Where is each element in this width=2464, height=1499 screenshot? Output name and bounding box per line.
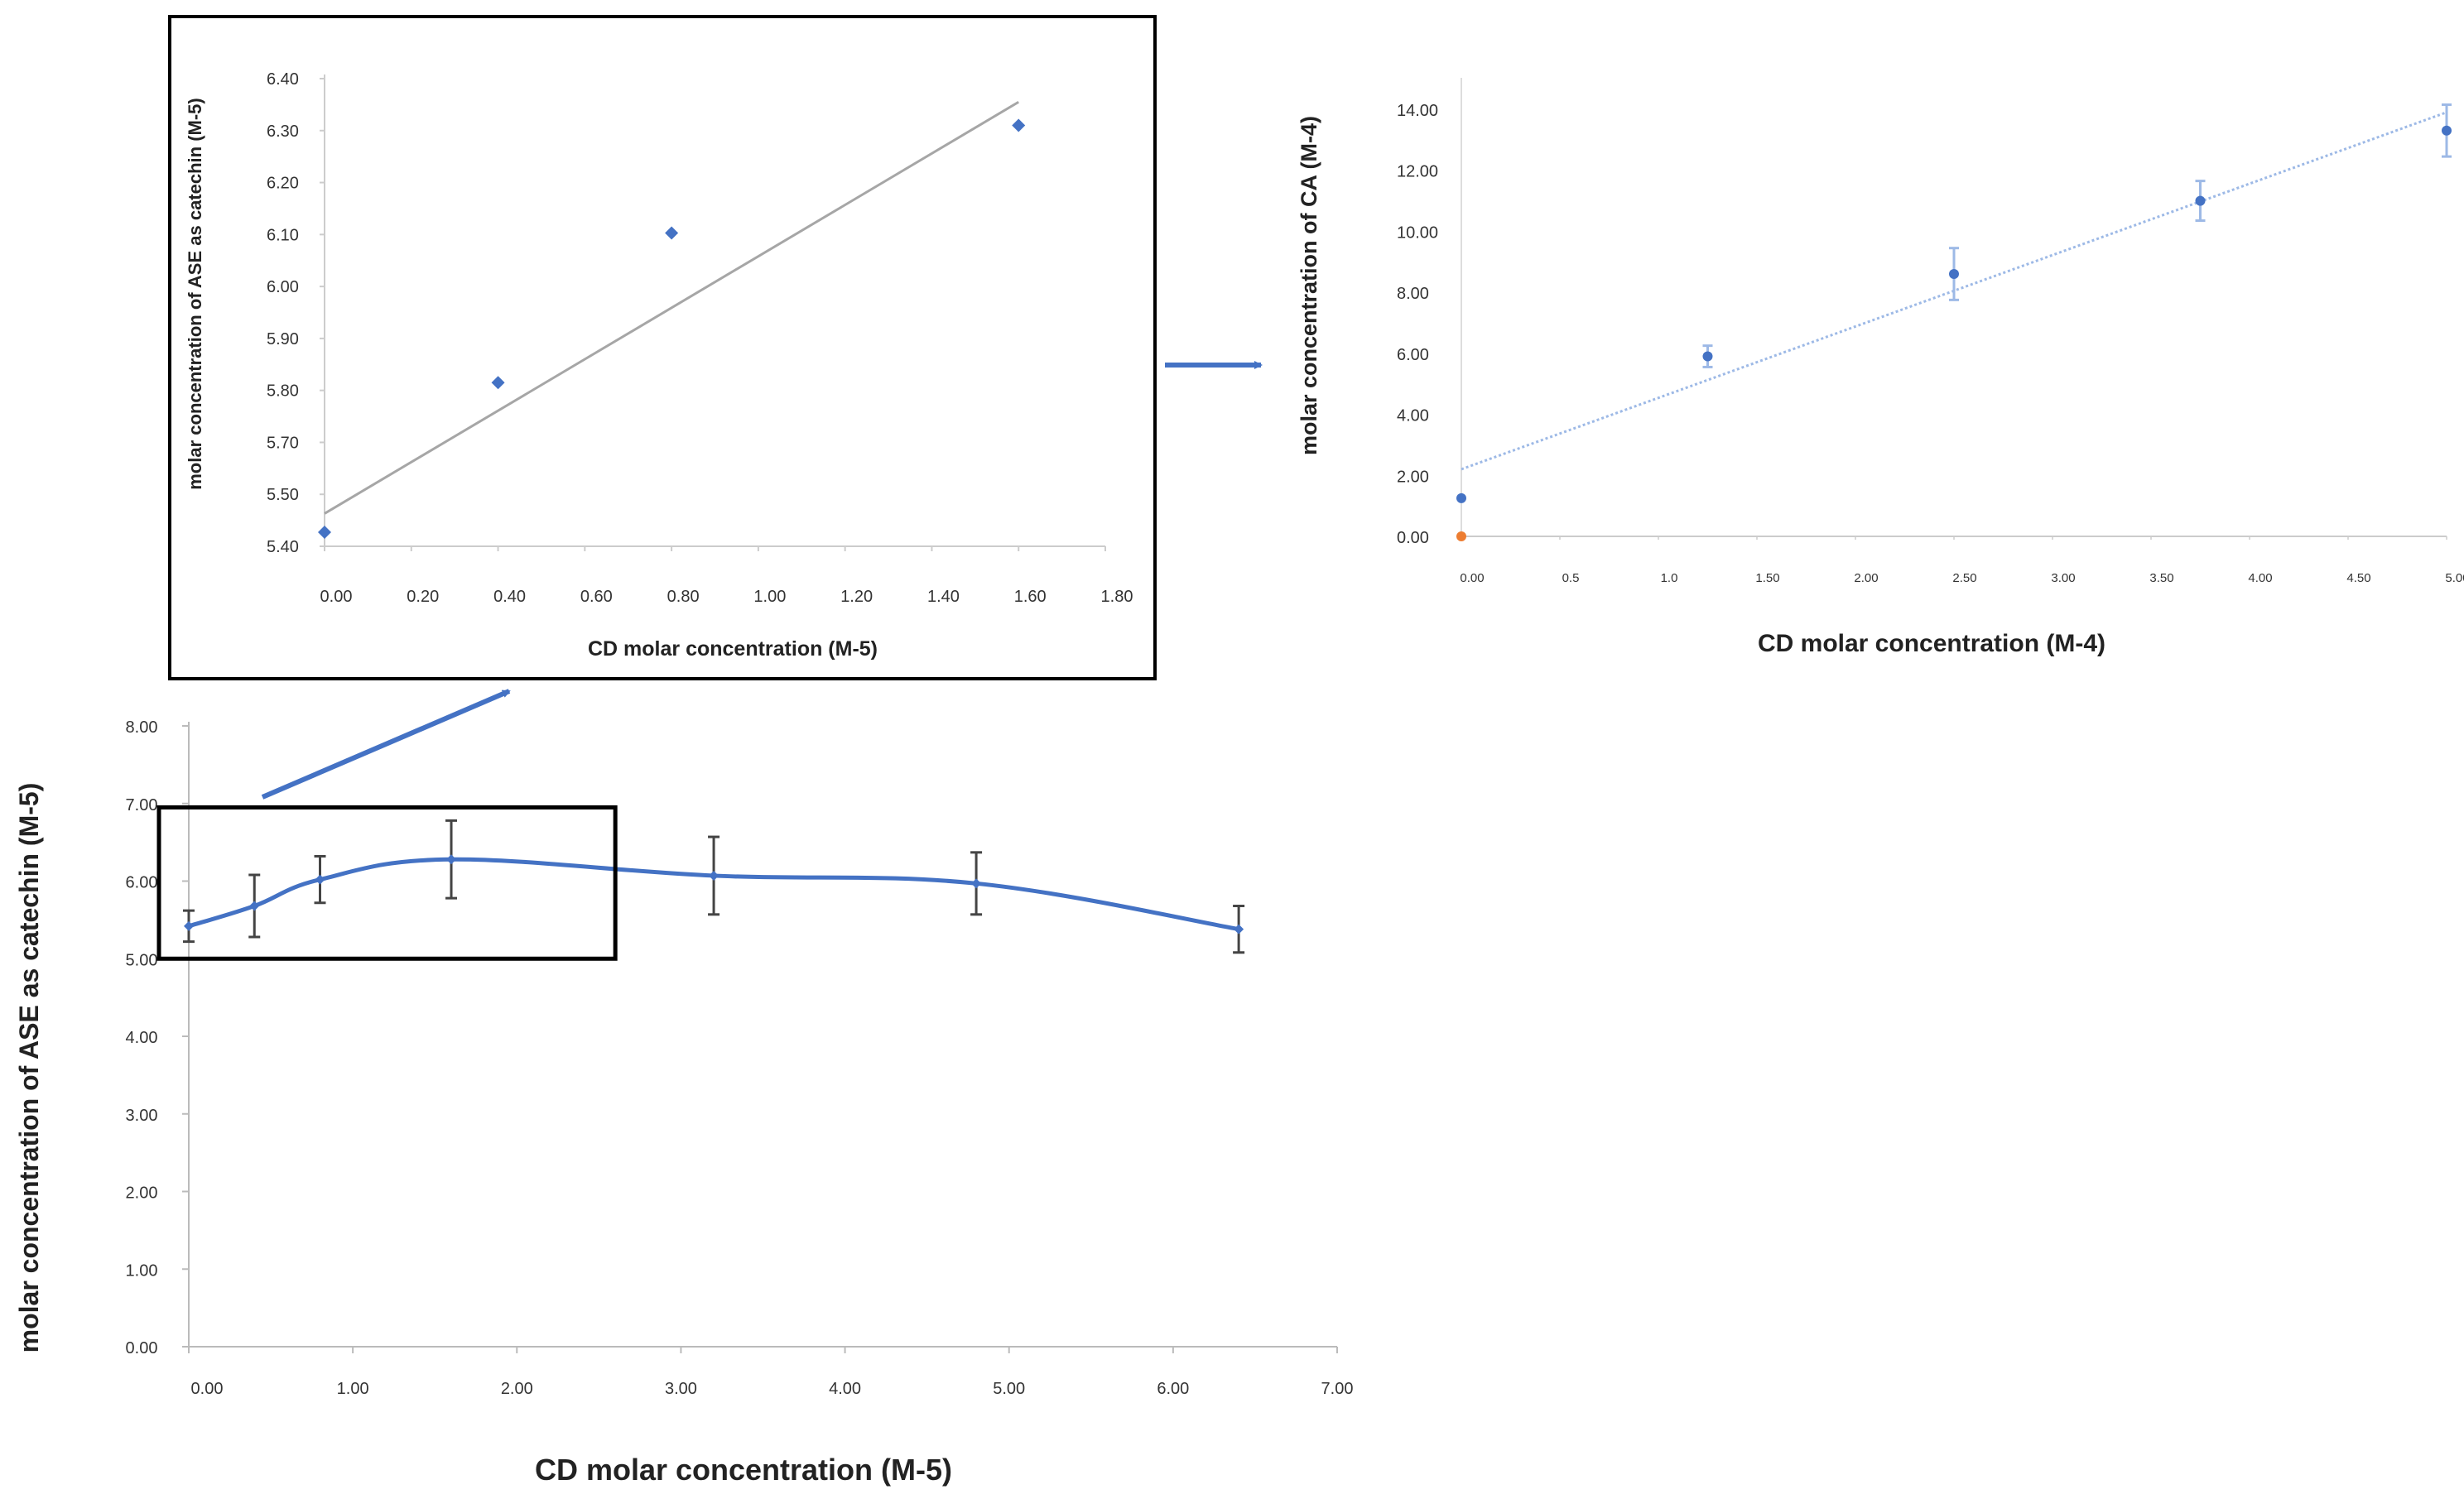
main-x-tick-label: 0.00 bbox=[191, 1380, 224, 1398]
inset-right-data-point bbox=[2195, 195, 2206, 206]
inset-left-x-tick-label: 1.60 bbox=[1014, 588, 1047, 606]
inset-left-trendline bbox=[324, 100, 1019, 515]
inset-left-y-tick-label: 5.90 bbox=[267, 330, 299, 348]
inset-left-y-tick-label: 5.40 bbox=[267, 538, 299, 556]
main-y-tick-label: 7.00 bbox=[126, 796, 158, 814]
inset-left-y-tick-label: 6.40 bbox=[267, 70, 299, 89]
inset-right-x-tick-label: 2.50 bbox=[1952, 571, 1976, 585]
main-series-line bbox=[188, 857, 1239, 932]
inset-left-y-tick-label: 6.20 bbox=[267, 175, 299, 193]
inset-right-data-point bbox=[1456, 492, 1466, 503]
inset-right-data-point bbox=[1702, 351, 1713, 362]
inset-right-y-tick-label: 0.00 bbox=[1397, 529, 1429, 547]
main-x-tick-label: 1.00 bbox=[337, 1380, 369, 1398]
main-highlight-box bbox=[156, 805, 618, 961]
inset-left-ticks: 5.40 5.50 5.70 5.80 5.90 6.00 6.10 6.20 6.30 6.40… bbox=[267, 70, 1133, 606]
main-y-tick-label: 1.00 bbox=[126, 1261, 158, 1280]
inset-right-y-tick-label: 6.00 bbox=[1397, 346, 1429, 364]
main-x-tick-label: 3.00 bbox=[665, 1380, 697, 1398]
main-data-point bbox=[446, 854, 457, 865]
inset-left-axes bbox=[324, 74, 1105, 547]
inset-right-y-tick-label: 10.00 bbox=[1397, 223, 1438, 242]
main-y-tick-label: 2.00 bbox=[126, 1184, 158, 1203]
inset-left-x-tick-label: 1.00 bbox=[753, 588, 786, 606]
inset-left-x-tick-label: 0.60 bbox=[580, 588, 613, 606]
main-data-point bbox=[315, 874, 325, 885]
inset-right-y-tick-label: 2.00 bbox=[1397, 468, 1429, 486]
main-y-tick-label: 4.00 bbox=[126, 1029, 158, 1047]
inset-right-x-tick-label: 3.00 bbox=[2051, 571, 2075, 585]
main-x-tick-label: 2.00 bbox=[501, 1380, 533, 1398]
inset-right-data-point bbox=[2442, 125, 2452, 136]
inset-left-x-tick-label: 0.40 bbox=[493, 588, 526, 606]
main-y-tick-label: 6.00 bbox=[126, 874, 158, 892]
main-axes bbox=[188, 722, 1337, 1348]
inset-right-y-tick-label: 12.00 bbox=[1397, 163, 1438, 181]
main-x-tick-label: 6.00 bbox=[1157, 1380, 1189, 1398]
main-y-axis-title: molar concentration of ASE as catechin (… bbox=[14, 783, 44, 1353]
main-y-tick-label: 3.00 bbox=[126, 1107, 158, 1125]
inset-right-y-tick-label: 14.00 bbox=[1397, 102, 1438, 120]
inset-left-y-axis-title: molar concentration of ASE as catechin (… bbox=[185, 98, 205, 490]
inset-left-x-tick-label: 1.40 bbox=[927, 588, 960, 606]
inset-right-axes bbox=[1461, 78, 2447, 537]
inset-left-y-tick-label: 5.80 bbox=[267, 382, 299, 401]
inset-left-frame bbox=[168, 15, 1157, 680]
inset-right-x-tick-label: 0.5 bbox=[1562, 571, 1580, 585]
inset-right-x-tick-label: 1.0 bbox=[1661, 571, 1678, 585]
inset-left-x-tick-label: 0.00 bbox=[320, 588, 353, 606]
main-data-point bbox=[971, 878, 982, 889]
main-ticks: 0.00 1.00 2.00 3.00 4.00 5.00 6.00 7.00 8.00 0.00… bbox=[126, 718, 1354, 1398]
inset-left-data-point bbox=[1012, 118, 1026, 132]
main-x-tick-label: 5.00 bbox=[993, 1380, 1025, 1398]
inset-right-chart: 0.00 2.00 4.00 6.00 8.00 10.00 12.00 14.00 0.00 0… bbox=[1297, 78, 2464, 657]
inset-right-x-axis-title: CD molar concentration (M-4) bbox=[1758, 630, 2105, 657]
inset-right-origin-point bbox=[1456, 531, 1466, 541]
inset-left-data-point bbox=[318, 526, 331, 540]
inset-left-y-tick-label: 5.70 bbox=[267, 434, 299, 452]
main-data-point bbox=[249, 901, 260, 911]
inset-left-series bbox=[318, 100, 1026, 540]
inset-right-x-tick-label: 5.00 bbox=[2445, 571, 2464, 585]
main-y-tick-label: 5.00 bbox=[126, 951, 158, 969]
inset-left-data-point bbox=[665, 226, 679, 240]
inset-right-data-point bbox=[1949, 269, 1959, 280]
inset-right-y-tick-label: 4.00 bbox=[1397, 407, 1429, 425]
inset-right-series bbox=[1456, 103, 2452, 541]
main-data-point bbox=[1234, 924, 1244, 934]
inset-right-y-axis-title: molar concentration of CA (M-4) bbox=[1297, 116, 1321, 455]
main-y-tick-label: 8.00 bbox=[126, 718, 158, 737]
inset-left-x-tick-label: 1.80 bbox=[1101, 588, 1133, 606]
inset-left-y-tick-label: 6.10 bbox=[267, 226, 299, 244]
inset-right-x-tick-label: 3.50 bbox=[2149, 571, 2173, 585]
inset-right-x-tick-label: 2.00 bbox=[1854, 571, 1878, 585]
inset-left-y-tick-label: 5.50 bbox=[267, 486, 299, 504]
main-chart: 0.00 1.00 2.00 3.00 4.00 5.00 6.00 7.00 8.00 0.00… bbox=[14, 718, 1353, 1487]
main-x-tick-label: 4.00 bbox=[829, 1380, 861, 1398]
inset-left-x-tick-label: 1.20 bbox=[840, 588, 873, 606]
inset-right-x-tick-label: 4.00 bbox=[2248, 571, 2272, 585]
inset-left-x-axis-title: CD molar concentration (M-5) bbox=[588, 637, 878, 661]
inset-right-y-tick-label: 8.00 bbox=[1397, 285, 1429, 303]
inset-right-x-tick-label: 4.50 bbox=[2346, 571, 2370, 585]
main-x-axis-title: CD molar concentration (M-5) bbox=[535, 1453, 952, 1487]
main-data-point bbox=[709, 870, 719, 881]
inset-left-chart: 5.40 5.50 5.70 5.80 5.90 6.00 6.10 6.20 6.30 6.40… bbox=[168, 15, 1157, 680]
inset-left-y-tick-label: 6.30 bbox=[267, 123, 299, 141]
inset-right-ticks: 0.00 2.00 4.00 6.00 8.00 10.00 12.00 14.00 0.00 0… bbox=[1397, 102, 2464, 585]
zoom-arrow-to-left-inset bbox=[261, 689, 511, 800]
main-x-tick-label: 7.00 bbox=[1321, 1380, 1354, 1398]
main-y-tick-label: 0.00 bbox=[126, 1339, 158, 1357]
main-data-point bbox=[184, 920, 194, 931]
main-series bbox=[183, 819, 1245, 954]
inset-left-x-tick-label: 0.20 bbox=[407, 588, 439, 606]
inset-right-x-tick-label: 0.00 bbox=[1460, 571, 1484, 585]
inset-left-y-tick-label: 6.00 bbox=[267, 278, 299, 296]
inset-left-x-tick-label: 0.80 bbox=[667, 588, 700, 606]
inset-left-data-point bbox=[491, 376, 505, 390]
inset-right-x-tick-label: 1.50 bbox=[1755, 571, 1779, 585]
